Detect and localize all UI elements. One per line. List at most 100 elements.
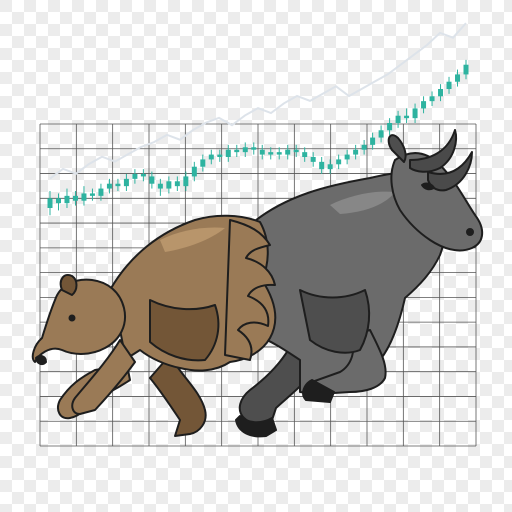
candle	[268, 147, 274, 160]
bear-back-highlight	[160, 227, 225, 252]
candle	[64, 188, 70, 208]
bear-head	[31, 278, 126, 363]
bull-back-highlight	[330, 191, 395, 214]
candle	[319, 157, 325, 174]
candle-body	[64, 195, 70, 204]
candle-body	[217, 154, 223, 157]
bull	[235, 129, 484, 438]
candle-body	[166, 181, 172, 189]
candle	[438, 84, 444, 102]
candle-body	[132, 174, 138, 179]
candle	[191, 161, 197, 182]
bull-nostril	[466, 228, 474, 236]
candle-body	[259, 149, 265, 155]
bull-ear	[387, 134, 407, 163]
candle	[166, 176, 172, 194]
candle	[81, 186, 87, 206]
candle	[115, 178, 121, 191]
candle	[72, 191, 78, 206]
candle	[183, 171, 189, 191]
candle-body	[404, 115, 410, 119]
candle-body	[353, 149, 359, 155]
candle-body	[98, 188, 104, 196]
candle	[404, 108, 410, 123]
candle-body	[438, 89, 444, 97]
candle	[225, 144, 231, 162]
candle	[242, 142, 248, 157]
candle-body	[47, 198, 53, 208]
candle-body	[302, 152, 308, 157]
candle	[251, 142, 257, 155]
candle	[463, 59, 469, 80]
candle	[208, 149, 214, 165]
candle-body	[285, 149, 291, 155]
bear-ear	[59, 274, 78, 296]
bear	[31, 214, 277, 437]
bear-eye	[68, 314, 76, 322]
candle-body	[395, 115, 401, 123]
candle-body	[344, 154, 350, 160]
candle	[421, 96, 427, 114]
candle	[174, 176, 180, 191]
bull-horn-back	[409, 129, 458, 173]
candle-body	[157, 183, 163, 189]
candle	[310, 152, 316, 167]
candle-body	[429, 96, 435, 102]
candle	[259, 144, 265, 160]
candle	[378, 125, 384, 143]
candle-body	[327, 164, 333, 170]
candle-body	[55, 198, 61, 204]
bear-front-leg	[71, 339, 136, 415]
candle	[285, 144, 291, 160]
candle-body	[310, 157, 316, 162]
candle-body	[208, 154, 214, 160]
candle	[361, 140, 367, 155]
candle-body	[183, 176, 189, 187]
candle-body	[200, 159, 206, 167]
candle	[302, 147, 308, 162]
bear-fur-transition	[224, 219, 276, 361]
candle	[47, 191, 53, 216]
candle-body	[293, 149, 299, 153]
candle-body	[455, 74, 461, 82]
candle	[293, 144, 299, 157]
bear-hind-leg	[149, 354, 207, 437]
candle-body	[123, 178, 129, 187]
candle	[429, 91, 435, 106]
bear-belly-shading	[149, 299, 220, 362]
candle-body	[251, 147, 257, 150]
candle-body	[234, 149, 240, 153]
candle-body	[115, 183, 121, 187]
candle	[327, 159, 333, 174]
candle-body	[370, 137, 376, 145]
candle	[370, 132, 376, 150]
candle-body	[319, 161, 325, 170]
bear-nose	[35, 354, 47, 366]
candle	[344, 149, 350, 165]
candle	[276, 147, 282, 160]
candle-body	[268, 152, 274, 155]
candle	[353, 144, 359, 160]
candle-body	[174, 181, 180, 187]
candle	[106, 178, 112, 194]
candle	[217, 149, 223, 162]
candle-body	[140, 174, 146, 177]
candle	[140, 169, 146, 182]
candle-body	[446, 81, 452, 89]
candle-body	[421, 101, 427, 109]
bull-rear-hoof	[235, 415, 277, 438]
candle	[157, 178, 163, 196]
candle-body	[72, 195, 78, 201]
candle	[200, 154, 206, 172]
candle	[234, 144, 240, 157]
candle	[395, 110, 401, 128]
candle	[89, 188, 95, 201]
candle-body	[191, 166, 197, 177]
candle	[98, 183, 104, 201]
candle-body	[242, 147, 248, 153]
candle-body	[412, 108, 418, 119]
candle	[132, 169, 138, 184]
candle-body	[106, 183, 112, 189]
